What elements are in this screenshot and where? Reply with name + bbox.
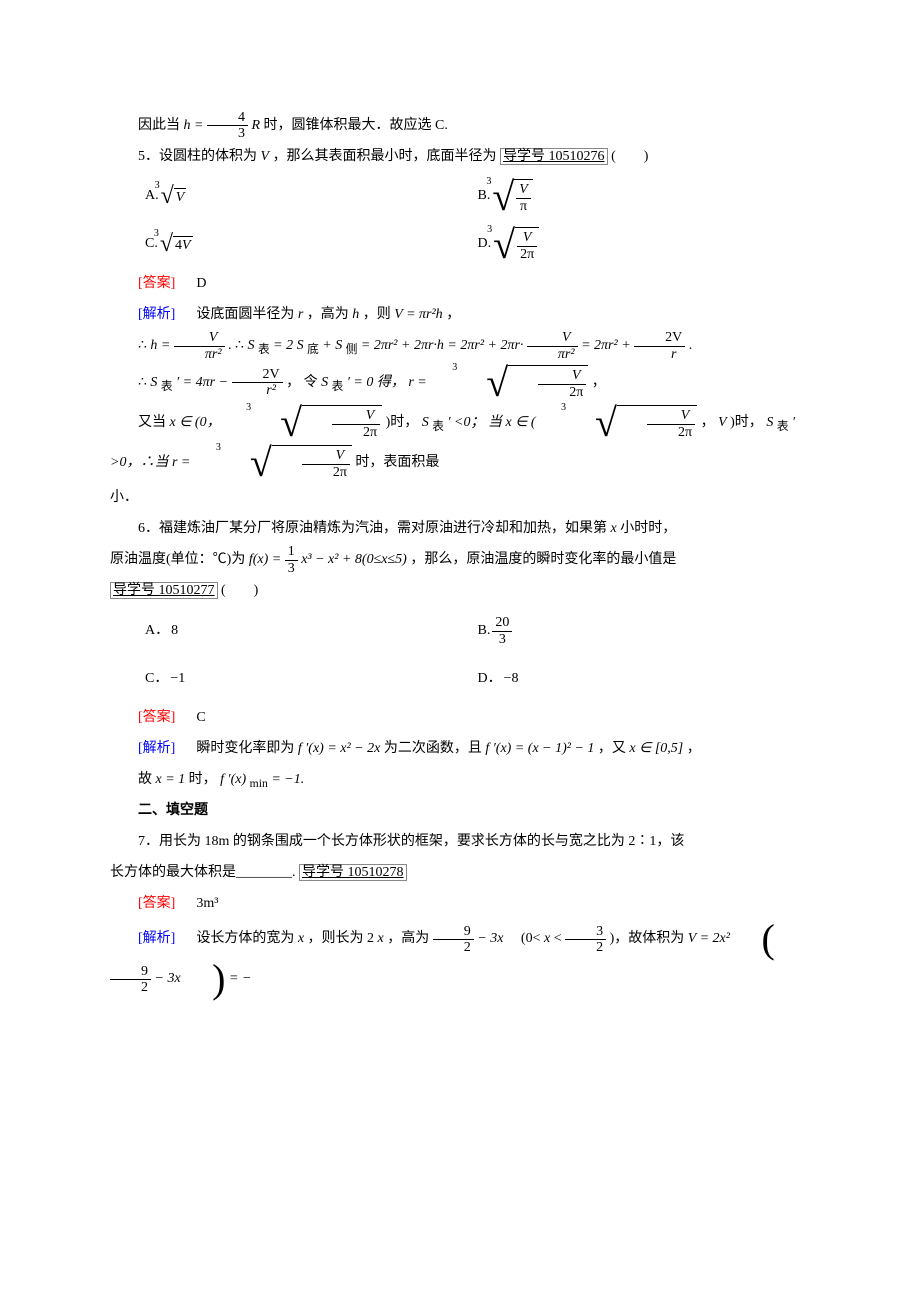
q5-options: A. 3√V B. 3√ V π C. 3√44VV D. <box>110 173 810 269</box>
study-link-276[interactable]: 导学号 10510276 <box>500 148 608 165</box>
explain-label: [解析] <box>138 932 175 947</box>
section-2-heading: 二、填空题 <box>110 796 810 827</box>
var-h: h <box>184 118 191 133</box>
q5-option-b[interactable]: B. 3√ V π <box>478 173 811 221</box>
q6-option-c[interactable]: C． −1 <box>145 655 478 703</box>
paren-blank: ( ) <box>611 149 648 164</box>
text: 时，圆锥体积最大．故应选 C. <box>264 118 448 133</box>
q6-exp-line2: 故 x = 1 时， f ′(x) min = −1. <box>110 765 810 796</box>
q5-option-a[interactable]: A. 3√V <box>145 173 478 221</box>
page: 因此当 h = 4 3 R 时，圆锥体积最大．故应选 C. 5．设圆柱的体积为 … <box>0 0 920 1059</box>
q6-stem-line2: 原油温度(单位：℃)为 f(x) = 1 3 x³ − x² + 8(0≤x≤5… <box>110 544 810 576</box>
var-R: R <box>251 118 260 133</box>
q5-exp-line1: [解析] 设底面圆半径为 r ，高为 h ，则 V = πr²h ， <box>110 300 810 331</box>
q6-option-d[interactable]: D． −8 <box>478 655 811 703</box>
answer-label: [答案] <box>138 710 175 725</box>
q6-option-b[interactable]: B. 20 3 <box>478 607 811 655</box>
explain-label: [解析] <box>138 307 175 322</box>
q6-exp-line1: [解析] 瞬时变化率即为 f ′(x) = x² − 2x 为二次函数，且 f … <box>110 734 810 765</box>
cube-root: 3√V <box>161 181 187 212</box>
q5-stem: 5．设圆柱的体积为 V ，那么其表面积最小时，底面半径为 导学号 1051027… <box>110 142 810 173</box>
q7-stem-line1: 7．用长为 18m 的钢条围成一个长方体形状的框架，要求长方体的长与宽之比为 2… <box>110 827 810 858</box>
q5-exp-line3: ∴ S 表 ′ = 4πr − 2V r² ， 令 S 表 ′ = 0 得， r… <box>110 363 810 403</box>
q7-exp: [解析] 设长方体的宽为 x ，则长为 2 x ，高为 9 2 − 3x (0<… <box>110 919 810 999</box>
q5-exp-line2: ∴ h = V πr² . ∴ S 表 = 2 S 底 + S 侧 = 2πr²… <box>110 330 810 363</box>
answer-label: [答案] <box>138 276 175 291</box>
answer-value: D <box>196 276 206 291</box>
paren-blank: ( ) <box>221 583 258 598</box>
study-link-277[interactable]: 导学号 10510277 <box>110 582 218 599</box>
q7-answer: [答案] 3m³ <box>110 889 810 920</box>
answer-value: C <box>196 710 205 725</box>
text: 因此当 <box>138 118 184 133</box>
q7-stem-line2: 长方体的最大体积是________. 导学号 10510278 <box>110 858 810 889</box>
q6-stem-line1: 6．福建炼油厂某分厂将原油精炼为汽油，需对原油进行冷却和加热，如果第 x 小时时… <box>110 514 810 545</box>
q6-answer: [答案] C <box>110 703 810 734</box>
frac-4-3: 4 3 <box>207 110 248 142</box>
q5-option-c[interactable]: C. 3√44VV <box>145 221 478 269</box>
q6-option-a[interactable]: A． 8 <box>145 607 478 655</box>
study-link-278[interactable]: 导学号 10510278 <box>299 864 407 881</box>
cube-root: 3√ V π <box>492 177 533 217</box>
answer-value: 3m³ <box>196 896 218 911</box>
cube-root: 3√ V 2π <box>493 225 539 265</box>
q5-option-d[interactable]: D. 3√ V 2π <box>478 221 811 269</box>
q5-exp-line4: 又当 x ∈ (0， 3√ V 2π )时， S 表 ′ <0； 当 x ∈ (… <box>110 403 810 483</box>
eq: = <box>194 118 207 133</box>
line-cone-conclusion: 因此当 h = 4 3 R 时，圆锥体积最大．故应选 C. <box>110 110 810 142</box>
q6-options: A． 8 B. 20 3 C． −1 D． −8 <box>110 607 810 703</box>
q5-answer: [答案] D <box>110 269 810 300</box>
q6-stem-line3: 导学号 10510277 ( ) <box>110 576 810 607</box>
q5-exp-line4-tail: 小． <box>110 483 810 514</box>
explain-label: [解析] <box>138 741 175 756</box>
answer-label: [答案] <box>138 896 175 911</box>
cube-root: 3√44VV <box>160 229 193 260</box>
